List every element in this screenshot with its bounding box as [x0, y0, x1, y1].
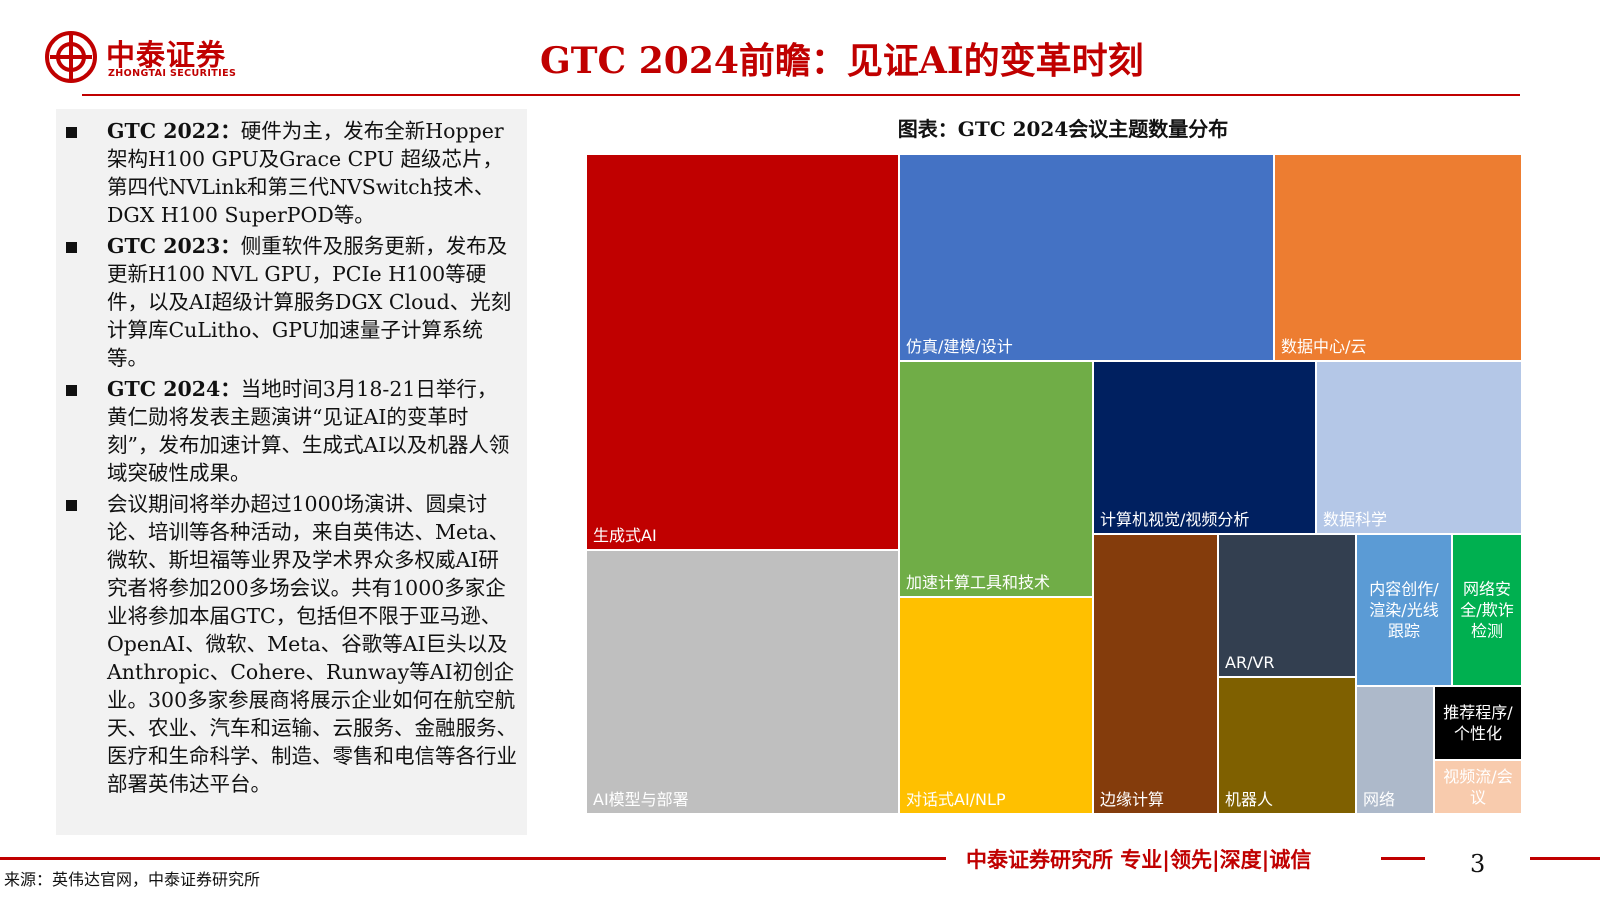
- treemap-label: 仿真/建模/设计: [906, 337, 1013, 356]
- treemap-label-line: 检测: [1471, 622, 1503, 641]
- summary-item-sep: ：: [220, 119, 241, 143]
- treemap-cell-13: 网络: [1357, 687, 1433, 813]
- summary-item-sep: ：: [220, 377, 241, 401]
- treemap-rect: [1094, 362, 1315, 533]
- treemap-cell-0: 生成式AI: [587, 155, 898, 549]
- treemap-label: 计算机视觉/视频分析: [1100, 510, 1249, 529]
- treemap-label: 视频流/会议: [1443, 767, 1512, 807]
- treemap-label: AI模型与部署: [593, 790, 689, 809]
- treemap-label: 网络安全/欺诈检测: [1460, 580, 1513, 641]
- treemap-label: 对话式AI/NLP: [906, 790, 1006, 809]
- page-title: GTC 2024前瞻：见证AI的变革时刻: [540, 40, 1144, 82]
- footer-slogan: 中泰证券研究所 专业|领先|深度|诚信: [966, 848, 1312, 872]
- treemap-rect: [1357, 687, 1433, 813]
- treemap-label-line: 全/欺诈: [1460, 601, 1513, 620]
- treemap-rect: [1435, 687, 1521, 759]
- treemap-cell-2: 仿真/建模/设计: [900, 155, 1273, 360]
- bullet-square-icon: [66, 500, 77, 511]
- treemap-label-line: 网络安: [1463, 580, 1511, 599]
- treemap-rect: [1435, 761, 1521, 813]
- treemap-cell-4: 加速计算工具和技术: [900, 362, 1092, 596]
- summary-item-lead: GTC 2024: [107, 377, 221, 401]
- summary-item-lead: GTC 2022: [107, 119, 221, 143]
- treemap-label-line: 内容创作/: [1369, 580, 1439, 599]
- treemap-rect: [900, 362, 1092, 596]
- treemap-label-line: 渲染/光线: [1369, 601, 1438, 620]
- treemap-rect: [900, 155, 1273, 360]
- treemap-label: 内容创作/渲染/光线跟踪: [1369, 580, 1439, 641]
- treemap-cell-8: 边缘计算: [1094, 535, 1217, 813]
- header-divider: [82, 94, 1520, 96]
- footer-divider: [1381, 857, 1425, 860]
- treemap-cell-14: 推荐程序/个性化: [1435, 687, 1521, 759]
- treemap-label-line: 视频流/会: [1443, 767, 1512, 786]
- treemap-label: 推荐程序/个性化: [1443, 703, 1513, 743]
- treemap-cell-7: 数据科学: [1317, 362, 1521, 533]
- treemap-label: 数据中心/云: [1281, 337, 1366, 356]
- brand-logo: 中泰证券 ZHONGTAI SECURITIES: [44, 30, 254, 84]
- treemap-label: 网络: [1363, 790, 1395, 809]
- treemap-label-line: 推荐程序/: [1443, 703, 1513, 722]
- footer-divider: [1530, 857, 1600, 860]
- summary-item-conference: 会议期间将举办超过1000场演讲、圆桌讨论、培训等各种活动，来自英伟达、Meta…: [56, 490, 517, 798]
- treemap-cell-1: AI模型与部署: [587, 551, 898, 813]
- bullet-square-icon: [66, 127, 77, 138]
- treemap-label-line: 跟踪: [1388, 622, 1420, 641]
- treemap-cell-12: 网络安全/欺诈检测: [1453, 535, 1521, 685]
- treemap-cell-9: AR/VR: [1219, 535, 1355, 676]
- summary-item-text: 侧重软件及服务更新，发布及更新H100 NVL GPU，PCIe H100等硬件…: [107, 234, 512, 370]
- treemap-label: AR/VR: [1225, 653, 1275, 672]
- bullet-square-icon: [66, 242, 77, 253]
- treemap-rect: [1357, 535, 1451, 685]
- treemap-rect: [1453, 535, 1521, 685]
- summary-list: GTC 2022：硬件为主，发布全新Hopper架构H100 GPU及Grace…: [56, 109, 527, 798]
- treemap-cell-10: 机器人: [1219, 678, 1355, 813]
- summary-item-gtc2022: GTC 2022：硬件为主，发布全新Hopper架构H100 GPU及Grace…: [56, 117, 517, 229]
- summary-item-gtc2024: GTC 2024：当地时间3月18-21日举行，黄仁勋将发表主题演讲“见证AI的…: [56, 375, 517, 487]
- treemap-cell-5: 对话式AI/NLP: [900, 598, 1092, 813]
- treemap-label-line: 个性化: [1454, 724, 1502, 743]
- summary-item-text: 硬件为主，发布全新Hopper架构H100 GPU及Grace CPU 超级芯片…: [107, 119, 504, 227]
- treemap-cell-3: 数据中心/云: [1275, 155, 1521, 360]
- treemap-rect: [1094, 535, 1217, 813]
- treemap-cell-11: 内容创作/渲染/光线跟踪: [1357, 535, 1451, 685]
- treemap-rect: [900, 598, 1092, 813]
- brand-name-en: ZHONGTAI SECURITIES: [108, 68, 237, 79]
- chart-title: 图表：GTC 2024会议主题数量分布: [897, 117, 1229, 141]
- treemap-rect: [1317, 362, 1521, 533]
- footer-divider: [0, 857, 946, 860]
- summary-item-lead: GTC 2023: [107, 234, 221, 258]
- treemap-rect: [1275, 155, 1521, 360]
- treemap-label-line: 议: [1470, 788, 1486, 807]
- treemap-label: 数据科学: [1323, 510, 1387, 529]
- treemap-cell-6: 计算机视觉/视频分析: [1094, 362, 1315, 533]
- treemap-rect: [587, 551, 898, 813]
- summary-item-sep: ：: [220, 234, 241, 258]
- treemap-label: 加速计算工具和技术: [906, 573, 1050, 592]
- summary-panel: GTC 2022：硬件为主，发布全新Hopper架构H100 GPU及Grace…: [56, 109, 527, 835]
- brand-logo-icon: [45, 31, 97, 83]
- treemap-cell-15: 视频流/会议: [1435, 761, 1521, 813]
- treemap-label: 机器人: [1225, 790, 1273, 809]
- bullet-square-icon: [66, 385, 77, 396]
- treemap-rect: [1219, 678, 1355, 813]
- treemap-label: 边缘计算: [1100, 790, 1164, 809]
- treemap-chart: 生成式AI AI模型与部署 仿真/建模/设计 数据中心/云加速计算工具和技术对话式AI…: [587, 155, 1521, 813]
- treemap-label: 生成式AI: [593, 526, 657, 545]
- brand-name-cn: 中泰证券: [106, 38, 227, 72]
- page-number: 3: [1470, 850, 1486, 878]
- summary-item-gtc2023: GTC 2023：侧重软件及服务更新，发布及更新H100 NVL GPU，PCI…: [56, 232, 517, 372]
- source-note: 来源：英伟达官网，中泰证券研究所: [4, 870, 261, 889]
- treemap-rect: [1219, 535, 1355, 676]
- summary-item-text: 会议期间将举办超过1000场演讲、圆桌讨论、培训等各种活动，来自英伟达、Meta…: [107, 492, 517, 796]
- treemap-rect: [587, 155, 898, 549]
- summary-item-text: 当地时间3月18-21日举行，黄仁勋将发表主题演讲“见证AI的变革时刻”，发布加…: [107, 377, 510, 485]
